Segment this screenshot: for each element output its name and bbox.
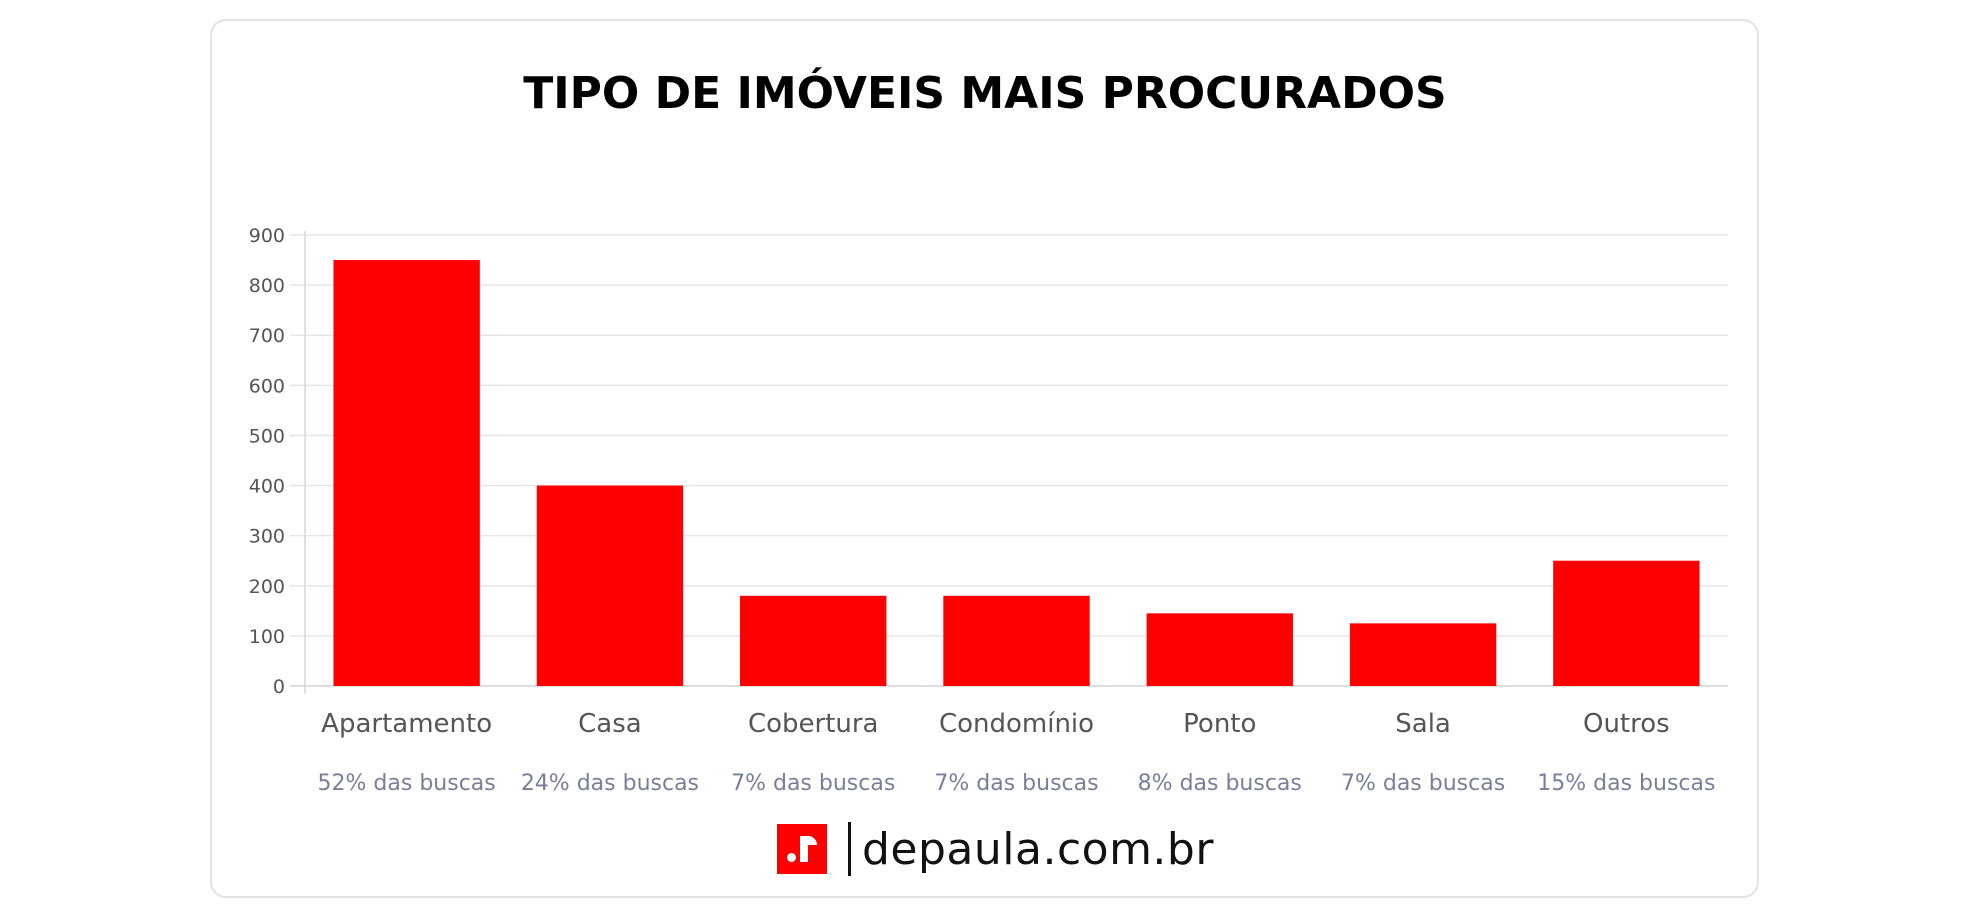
grid-lines xyxy=(290,234,1728,687)
y-tick-label: 400 xyxy=(249,476,285,498)
bar-sublabel: 15% das buscas xyxy=(1537,771,1715,796)
bars xyxy=(333,260,1700,686)
bar-apartamento xyxy=(333,260,480,686)
footer: depaula.com.br xyxy=(0,822,1970,878)
y-tick-label: 200 xyxy=(249,576,285,598)
bar-sublabel: 52% das buscas xyxy=(318,771,496,796)
x-tick-label: Sala xyxy=(1395,709,1451,739)
x-tick-label: Ponto xyxy=(1183,709,1256,739)
y-tick-label: 900 xyxy=(249,225,285,247)
x-tick-labels: Apartamento 52% das buscas Casa 24% das bus… xyxy=(318,709,1716,796)
x-tick-label: Outros xyxy=(1583,709,1670,739)
y-tick-label: 500 xyxy=(249,425,285,447)
bar-sublabel: 8% das buscas xyxy=(1138,771,1302,796)
y-tick-label: 800 xyxy=(249,275,285,297)
bar-ponto xyxy=(1146,613,1293,686)
y-tick-label: 700 xyxy=(249,325,285,347)
y-tick-label: 300 xyxy=(249,526,285,548)
bar-sublabel: 24% das buscas xyxy=(521,771,699,796)
bar-sublabel: 7% das buscas xyxy=(731,771,895,796)
x-tick-label: Cobertura xyxy=(748,709,879,739)
x-tick-label: Apartamento xyxy=(321,709,492,739)
bar-sublabel: 7% das buscas xyxy=(934,771,1098,796)
x-tick-label: Condomínio xyxy=(939,709,1094,739)
bar-casa xyxy=(536,485,684,686)
site-name: depaula.com.br xyxy=(862,824,1214,875)
x-tick-label: Casa xyxy=(578,709,642,739)
y-tick-labels: 0 100 200 300 400 500 600 700 800 900 xyxy=(249,225,285,698)
chart-title: TIPO DE IMÓVEIS MAIS PROCURADOS xyxy=(523,68,1447,119)
footer-divider xyxy=(848,822,851,876)
y-tick-label: 100 xyxy=(249,626,285,648)
bar-outros xyxy=(1553,560,1700,686)
bar-condomínio xyxy=(943,595,1090,686)
depaula-logo-icon xyxy=(777,824,827,874)
y-tick-label: 0 xyxy=(273,676,285,698)
y-tick-label: 600 xyxy=(249,375,285,397)
bar-sala xyxy=(1349,623,1497,686)
bar-cobertura xyxy=(740,595,887,686)
bar-sublabel: 7% das buscas xyxy=(1341,771,1505,796)
